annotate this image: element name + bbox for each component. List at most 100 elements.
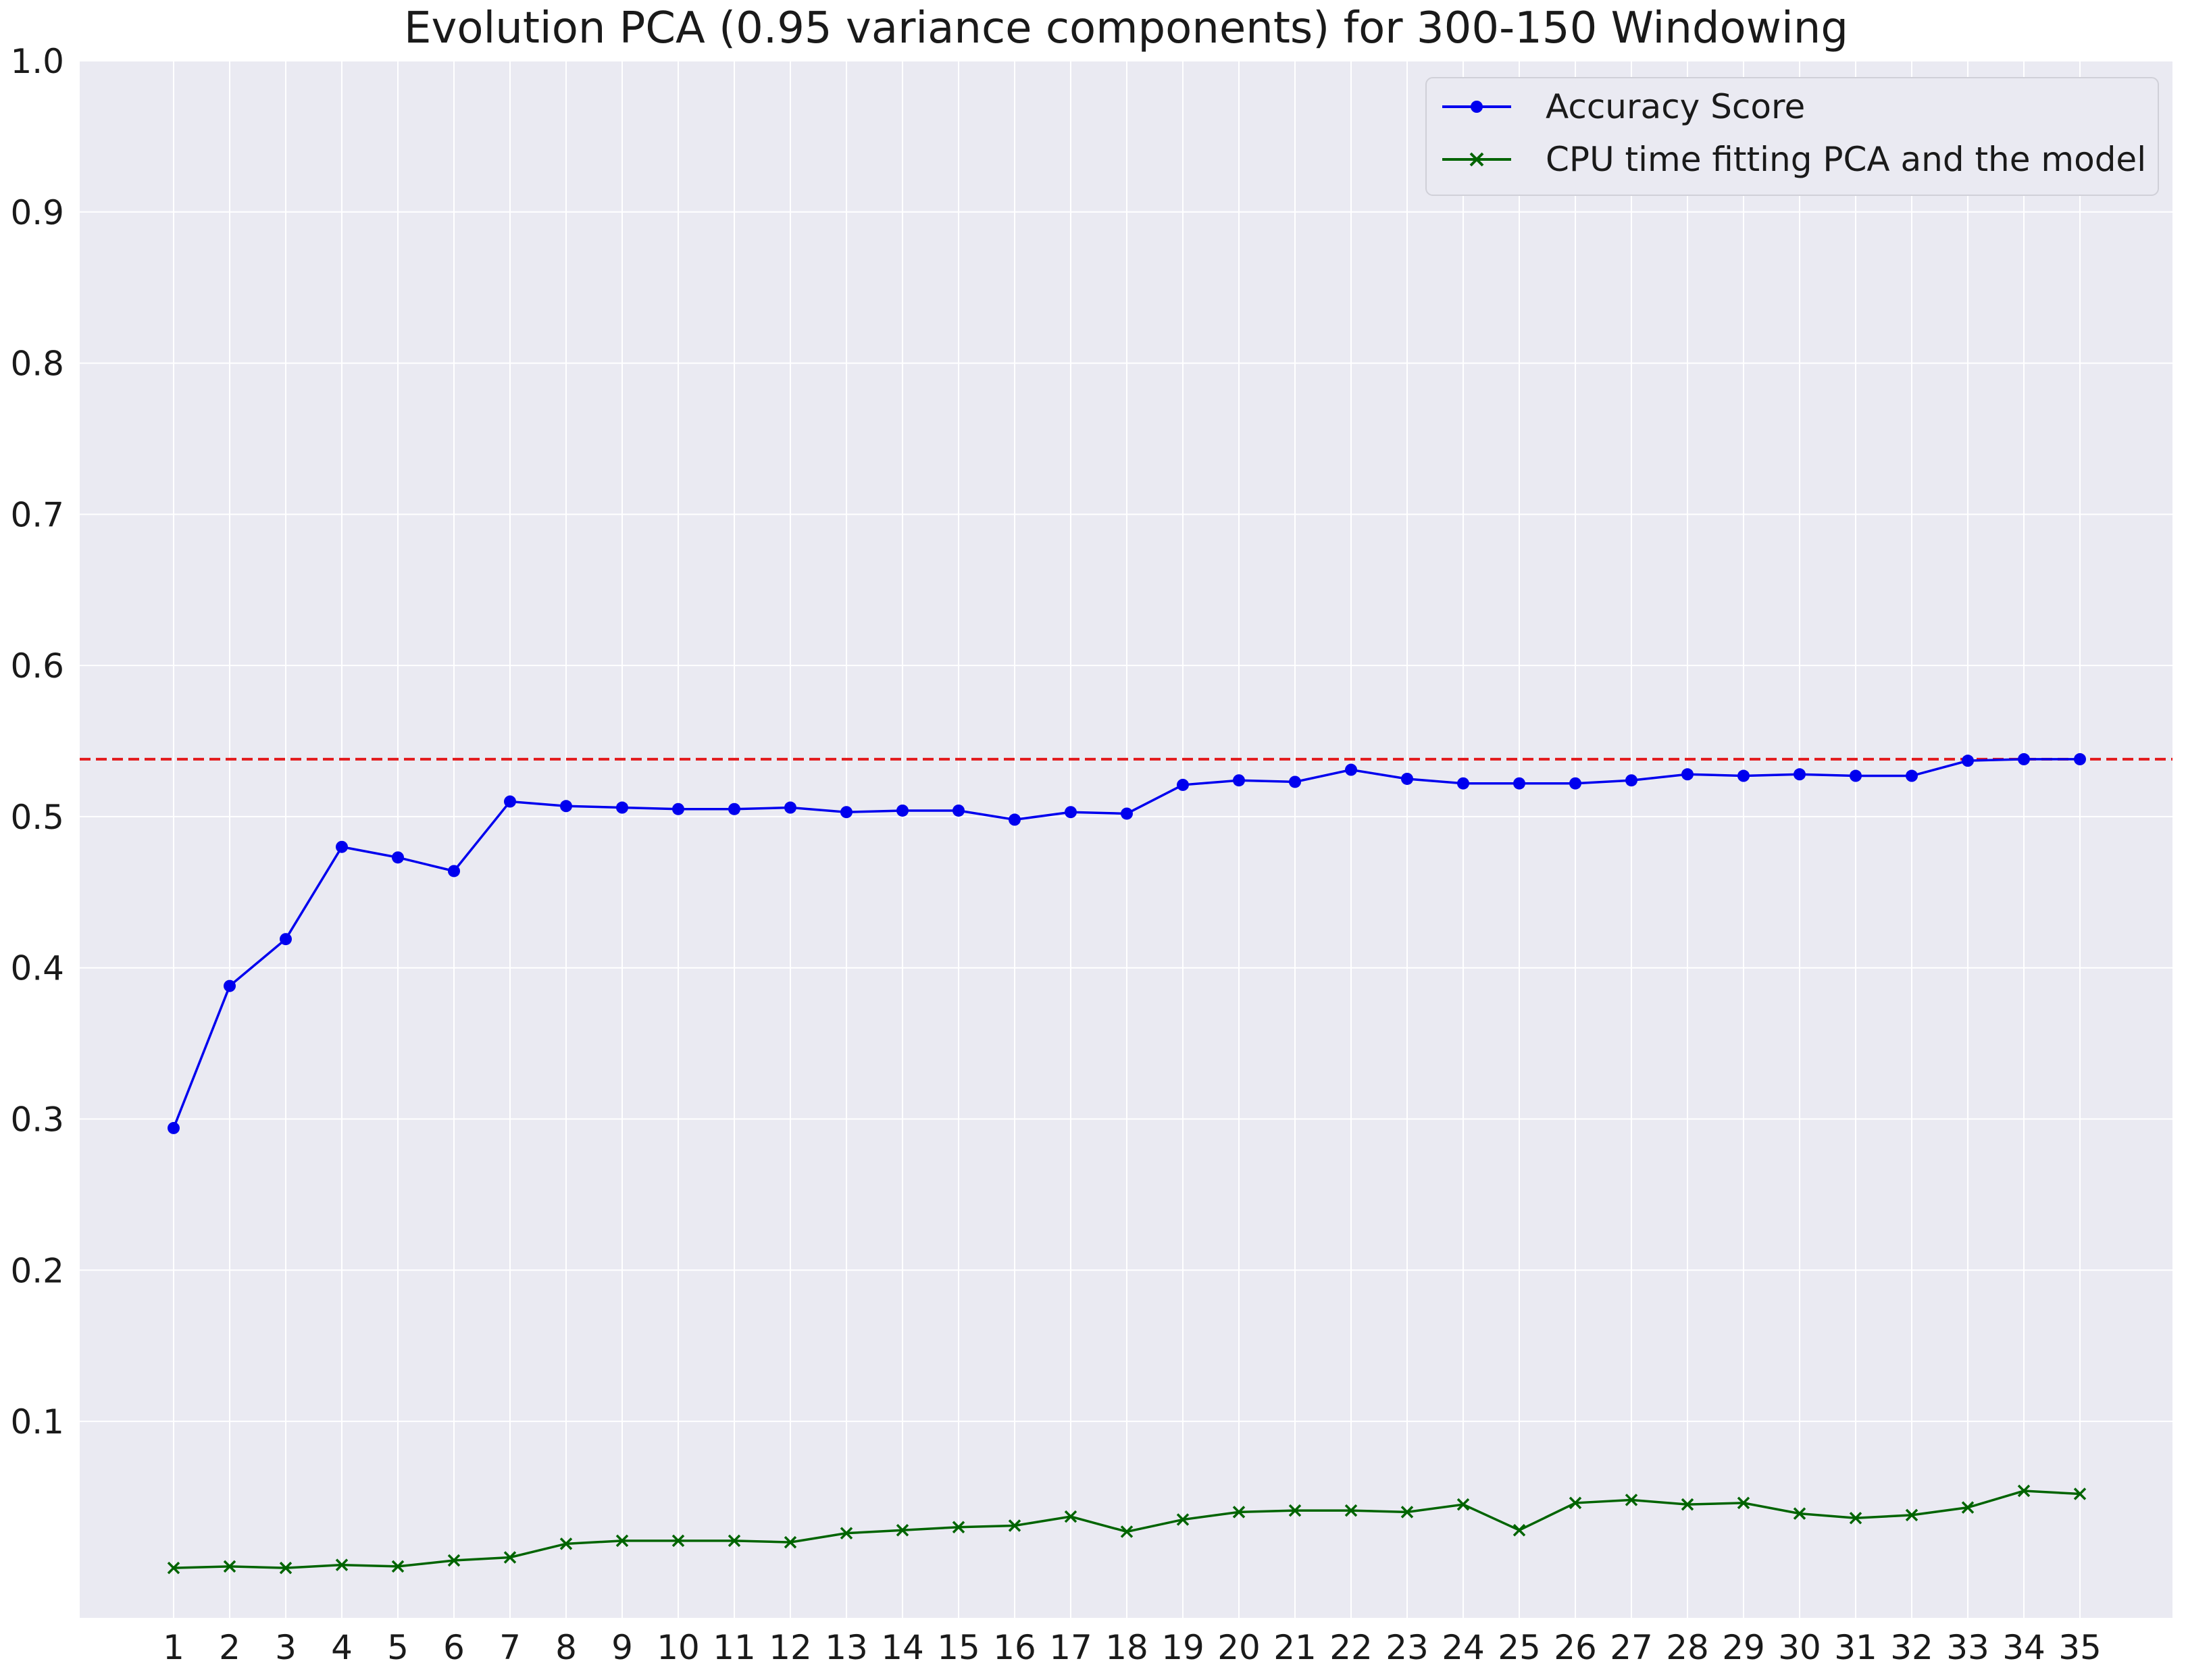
point-cpu-time	[1961, 1501, 1975, 1514]
point-accuracy	[1009, 813, 1021, 826]
series-cpu-time	[167, 1484, 2087, 1575]
x-tick-label: 24	[1442, 1628, 1485, 1667]
point-cpu-time	[1737, 1496, 1750, 1510]
legend-label-accuracy: Accuracy Score	[1546, 87, 1805, 126]
point-cpu-time	[1513, 1523, 1526, 1537]
point-cpu-time	[447, 1554, 461, 1567]
point-cpu-time	[279, 1561, 293, 1575]
x-tick-label: 29	[1722, 1628, 1765, 1667]
point-cpu-time	[1456, 1498, 1470, 1511]
point-accuracy	[224, 979, 236, 992]
legend-marker-accuracy	[1471, 101, 1483, 113]
point-cpu-time	[896, 1523, 909, 1537]
x-tick-label: 25	[1498, 1628, 1541, 1667]
point-accuracy	[1401, 772, 1413, 785]
point-cpu-time	[223, 1560, 236, 1573]
legend-item-accuracy: Accuracy Score	[1442, 87, 1805, 126]
point-cpu-time	[1176, 1513, 1190, 1526]
point-cpu-time	[1400, 1506, 1414, 1519]
x-tick-label: 35	[2058, 1628, 2102, 1667]
x-tick-label: 23	[1386, 1628, 1429, 1667]
x-tick-label: 14	[881, 1628, 924, 1667]
point-accuracy	[1345, 763, 1357, 776]
point-cpu-time	[671, 1534, 685, 1548]
point-accuracy	[504, 795, 516, 808]
point-accuracy	[2074, 753, 2086, 765]
legend-marker-cpu-time	[1469, 152, 1484, 167]
point-cpu-time	[1344, 1504, 1358, 1517]
y-tick-label: 0.5	[10, 798, 64, 837]
x-tick-label: 19	[1161, 1628, 1204, 1667]
point-cpu-time	[1625, 1494, 1638, 1506]
point-cpu-time	[1793, 1507, 1806, 1520]
x-tick-label: 20	[1217, 1628, 1261, 1667]
x-tick-label: 3	[275, 1628, 297, 1667]
point-cpu-time	[1120, 1525, 1134, 1538]
point-cpu-time	[167, 1561, 180, 1575]
point-cpu-time	[1569, 1496, 1582, 1510]
x-tick-label: 34	[2002, 1628, 2045, 1667]
x-tick-label: 26	[1554, 1628, 1597, 1667]
x-tick-label: 12	[769, 1628, 812, 1667]
y-tick-labels: 0.1 0.2 0.3 0.4 0.5 0.6 0.7 0.8 0.9 1.0	[10, 42, 64, 1442]
y-tick-label: 0.3	[10, 1100, 64, 1140]
grid	[80, 60, 2172, 1618]
point-accuracy	[1457, 777, 1469, 790]
x-tick-label: 27	[1610, 1628, 1653, 1667]
x-tick-label: 11	[713, 1628, 756, 1667]
point-cpu-time	[952, 1521, 965, 1533]
y-tick-label: 1.0	[10, 42, 64, 81]
y-tick-label: 0.2	[10, 1251, 64, 1290]
x-tick-label: 31	[1834, 1628, 1877, 1667]
x-tick-label: 16	[993, 1628, 1036, 1667]
point-accuracy	[784, 801, 796, 814]
point-cpu-time	[503, 1551, 517, 1564]
point-accuracy	[560, 800, 572, 813]
x-tick-label: 15	[937, 1628, 980, 1667]
point-accuracy	[1737, 769, 1750, 782]
point-accuracy	[1569, 777, 1581, 790]
y-tick-label: 0.4	[10, 949, 64, 988]
x-tick-label: 18	[1105, 1628, 1148, 1667]
point-cpu-time	[2017, 1484, 2031, 1498]
x-tick-label: 6	[443, 1628, 465, 1667]
x-tick-label: 30	[1778, 1628, 1821, 1667]
point-cpu-time	[335, 1558, 349, 1571]
legend: Accuracy Score CPU time fitting PCA and …	[1425, 77, 2159, 196]
x-tick-label: 17	[1049, 1628, 1092, 1667]
y-tick-label: 0.1	[10, 1402, 64, 1442]
point-cpu-time	[784, 1535, 797, 1549]
x-tick-label: 9	[611, 1628, 633, 1667]
point-accuracy	[1625, 774, 1637, 787]
point-cpu-time	[2073, 1487, 2087, 1500]
chart-title: Evolution PCA (0.95 variance components)…	[404, 3, 1848, 53]
legend-item-cpu-time: CPU time fitting PCA and the model	[1442, 140, 2146, 179]
point-cpu-time	[1681, 1498, 1694, 1511]
point-cpu-time	[1008, 1519, 1021, 1532]
y-tick-label: 0.7	[10, 495, 64, 534]
point-accuracy	[952, 804, 965, 817]
point-accuracy	[1794, 768, 1806, 781]
point-accuracy	[280, 933, 292, 946]
x-tick-label: 10	[657, 1628, 700, 1667]
x-tick-label: 28	[1666, 1628, 1709, 1667]
point-accuracy	[1850, 769, 1862, 782]
x-tick-label: 33	[1946, 1628, 1989, 1667]
point-accuracy	[1962, 755, 1974, 767]
x-tick-label: 21	[1273, 1628, 1317, 1667]
point-cpu-time	[559, 1537, 573, 1550]
point-accuracy	[896, 804, 909, 817]
point-accuracy	[1681, 768, 1694, 781]
series-group	[167, 753, 2087, 1575]
point-cpu-time	[615, 1534, 629, 1548]
point-cpu-time	[1288, 1504, 1302, 1517]
x-tick-label: 2	[219, 1628, 240, 1667]
series-accuracy	[168, 753, 2086, 1134]
point-cpu-time	[728, 1534, 741, 1548]
point-accuracy	[1177, 778, 1189, 791]
point-cpu-time	[840, 1527, 853, 1539]
x-tick-label: 4	[331, 1628, 353, 1667]
point-accuracy	[1121, 807, 1133, 820]
point-cpu-time	[1905, 1508, 1918, 1522]
